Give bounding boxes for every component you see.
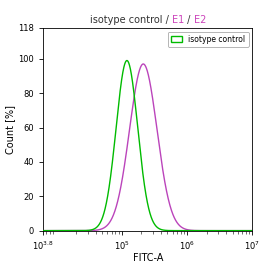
Legend: isotype control: isotype control — [168, 32, 249, 47]
Text: /: / — [184, 15, 194, 25]
X-axis label: FITC-A: FITC-A — [133, 253, 163, 263]
Text: E1: E1 — [172, 15, 184, 25]
Text: isotype control /: isotype control / — [90, 15, 172, 25]
Y-axis label: Count [%]: Count [%] — [6, 105, 15, 154]
Text: E2: E2 — [194, 15, 206, 25]
